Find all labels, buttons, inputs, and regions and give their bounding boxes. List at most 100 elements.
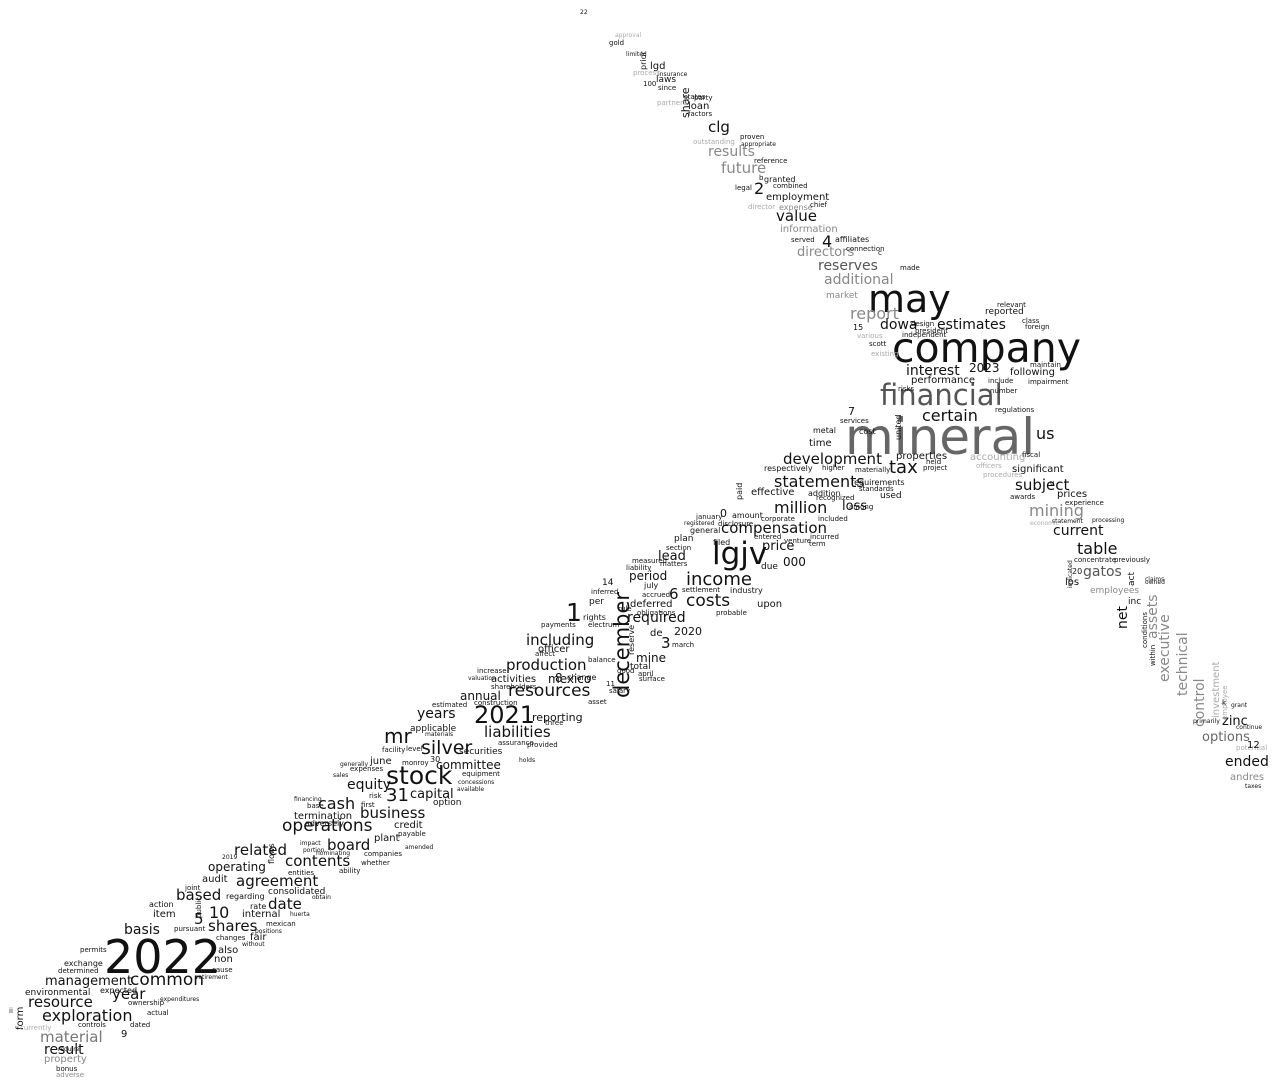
cloud-word: 100 [643,80,657,88]
cloud-word: officer [538,644,570,655]
cloud-word: business [360,804,426,822]
cloud-word: 22 [580,9,588,16]
cloud-word: applicable [410,724,457,734]
cloud-word: general [690,526,721,535]
cloud-word: payments [541,621,576,629]
cloud-word: higher [822,464,845,472]
cloud-word: k [1222,699,1227,707]
cloud-word: statement [1052,518,1083,525]
cloud-word: corporate [761,515,795,523]
cloud-word: july [644,581,659,590]
cloud-word: payable [398,830,426,838]
cloud-word: option [433,798,462,808]
cloud-word: price [762,539,795,554]
cloud-word: filed [713,538,731,547]
cloud-word: dated [130,1021,151,1029]
cloud-word: since [658,84,677,92]
cloud-word: increase [477,667,507,675]
cloud-word: shareholders [491,683,537,691]
cloud-word: incurred [810,533,839,541]
cloud-word: related [234,841,288,859]
cloud-word: mine [636,651,667,665]
cloud-word: concentrate [1074,556,1117,564]
cloud-word: production [506,656,587,674]
cloud-word: granted [764,175,796,184]
cloud-word: procedures [983,471,1023,479]
cloud-word: chief [810,201,828,209]
cloud-word: disclosure [718,520,754,528]
cloud-word: 2021 [474,701,536,729]
cloud-word: outstanding [693,138,735,146]
cloud-word: lgjv [712,536,768,572]
cloud-word: affiliates [835,235,870,244]
cloud-word: matters [660,560,688,568]
cloud-word: years [417,706,456,722]
cloud-word: reserve [627,624,636,655]
cloud-word: change [567,673,597,682]
cloud-word: exchange [64,959,103,968]
cloud-word: entities [288,869,315,877]
cloud-word: mineral [845,408,1036,466]
cloud-word: employees [1090,586,1140,596]
cloud-word: development [783,450,882,468]
cloud-word: million [774,498,828,517]
cloud-word: 30 [430,755,441,764]
cloud-word: current [1053,523,1104,539]
cloud-word: required [627,610,686,626]
cloud-word: including [526,631,595,649]
cloud-word: 4 [822,232,833,251]
cloud-word: valuation [468,675,496,682]
cloud-word: directors [797,245,855,260]
cloud-word: compensation [721,519,828,537]
cloud-word: fair [250,932,267,943]
cloud-word: de [650,628,663,639]
cloud-word: positions [255,928,282,935]
cloud-word: b [759,174,764,182]
cloud-word: value [776,207,817,225]
cloud-word: due [761,562,778,572]
cloud-word: c [878,249,882,257]
cloud-word: year [112,985,146,1003]
cloud-word: states [684,93,706,101]
cloud-word: bonus [56,1065,78,1073]
cloud-word: factors [688,110,713,118]
cloud-word: annual [460,689,501,703]
cloud-word: claims [1145,576,1165,583]
cloud-word: clg [708,118,730,136]
cloud-word: served [791,236,815,244]
cloud-word: resource [28,993,93,1011]
cloud-word: united [894,414,903,441]
cloud-word: 6 [669,585,679,603]
cloud-word: basis [124,922,160,938]
cloud-word: services [840,417,869,425]
cloud-word: process [633,69,660,77]
cloud-word: expenditures [160,996,200,1003]
cloud-word: lgd [650,61,666,72]
cloud-word: los [1065,577,1080,588]
cloud-word: retirement [196,974,228,981]
cloud-word: awards [1010,493,1036,501]
cloud-word: act [1127,572,1137,586]
cloud-word: measured [632,557,667,565]
cloud-word: regulations [995,406,1035,414]
cloud-word: balance [588,656,616,664]
cloud-word: standards [859,485,894,493]
cloud-word: u [1050,479,1055,487]
cloud-word: fiscal [1022,451,1041,459]
cloud-word: within [1149,644,1157,666]
cloud-word: include [988,377,1014,385]
cloud-word: maintain [1030,361,1061,369]
cloud-word: operations [282,816,373,836]
cloud-word: liabilities [484,723,551,741]
cloud-word: base [307,802,324,810]
cloud-word: probable [716,609,747,617]
cloud-word: 5 [194,910,204,928]
cloud-word: without [242,941,265,948]
cloud-word: first [361,801,375,809]
cloud-word: actual [147,1009,169,1017]
cloud-word: term [809,540,826,548]
cloud-word: based [176,886,222,904]
cloud-word: owned [1145,579,1165,586]
cloud-word: venture [784,537,812,545]
cloud-word: changes [216,934,246,942]
